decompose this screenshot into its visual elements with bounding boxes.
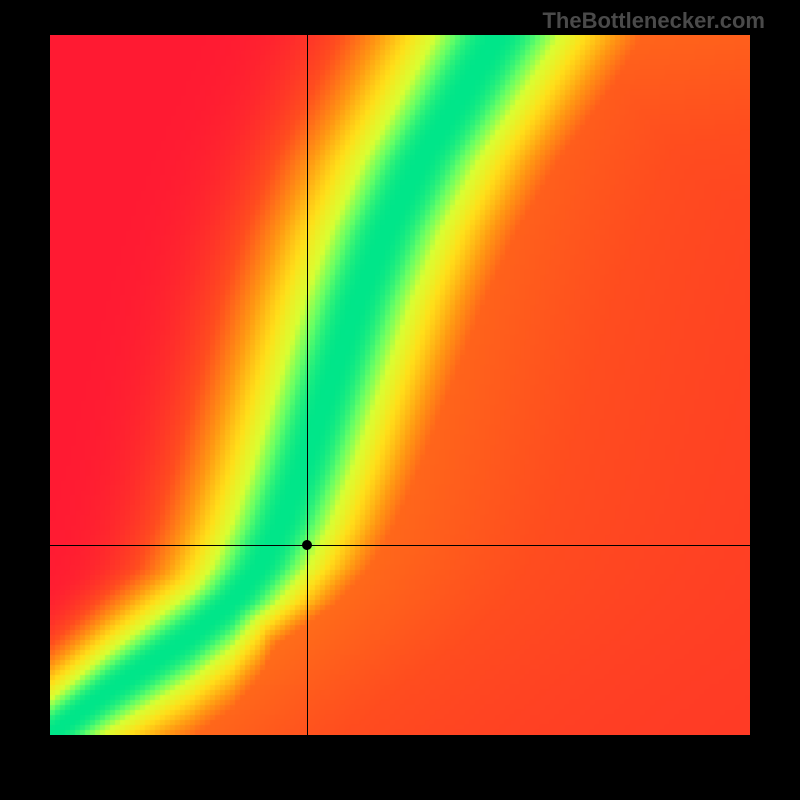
watermark-text: TheBottlenecker.com bbox=[542, 8, 765, 34]
heatmap-plot bbox=[50, 35, 750, 735]
heatmap-canvas bbox=[50, 35, 750, 735]
marker-dot bbox=[302, 540, 312, 550]
crosshair-horizontal bbox=[50, 545, 750, 546]
crosshair-vertical bbox=[307, 35, 308, 735]
